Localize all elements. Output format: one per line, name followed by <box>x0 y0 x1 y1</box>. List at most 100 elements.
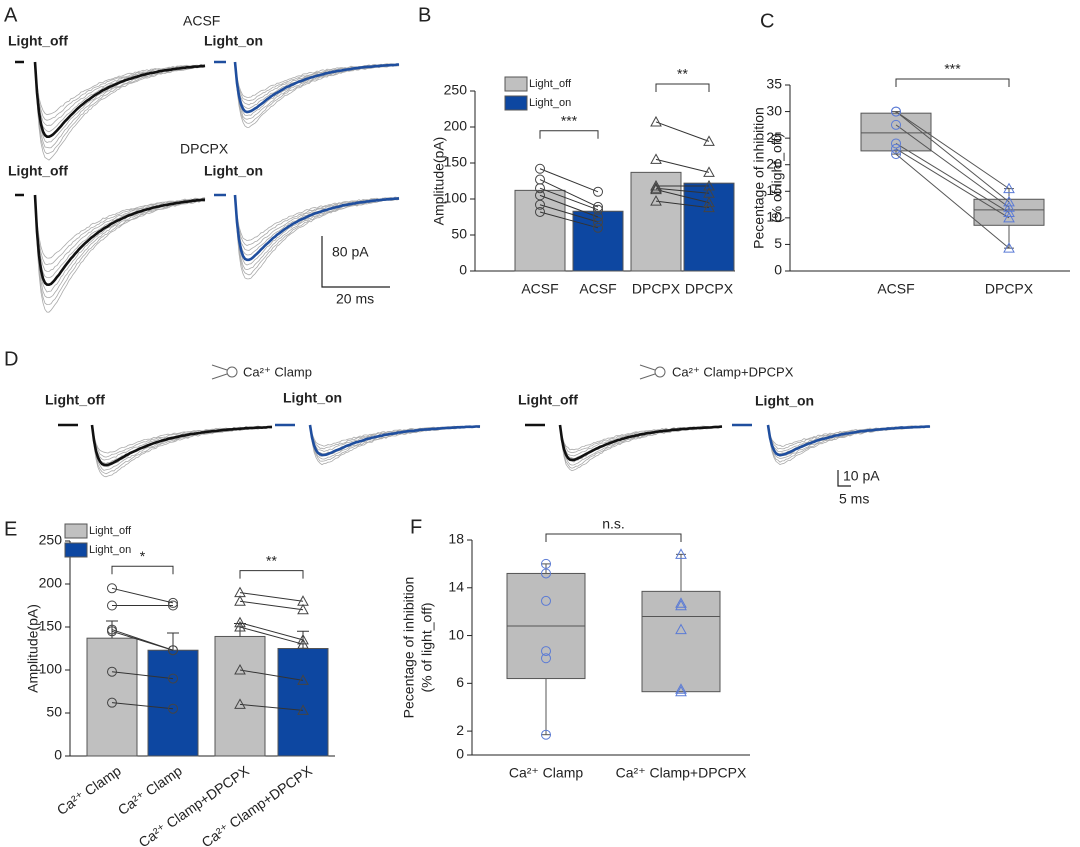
y-tick-label: 150 <box>444 154 468 170</box>
trace-label: Light_off <box>8 33 68 49</box>
y-tick-label: 18 <box>448 531 464 547</box>
panel-label: B <box>418 4 431 26</box>
scale-label: 80 pA <box>332 244 369 260</box>
data-point <box>651 154 661 163</box>
y-tick-label: 150 <box>39 618 63 634</box>
y-tick-label: 35 <box>766 76 782 92</box>
x-tick-label: DPCPX <box>632 281 681 297</box>
trace-sweep <box>35 195 205 265</box>
y-tick-label: 0 <box>459 262 467 278</box>
pair-line <box>656 122 709 141</box>
significance-label: ** <box>266 552 277 568</box>
y-tick-label: 14 <box>448 578 464 594</box>
panel-label: A <box>4 4 18 26</box>
x-tick-label: DPCPX <box>985 281 1034 297</box>
legend-swatch <box>65 524 87 538</box>
x-tick-label: Ca²⁺ Clamp <box>54 762 124 818</box>
bar <box>148 650 198 756</box>
significance-label: ** <box>677 66 688 82</box>
panel-label: C <box>760 10 774 32</box>
y-tick-label: 100 <box>444 190 468 206</box>
y-tick-label: 0 <box>456 746 464 762</box>
trace-sweep <box>235 62 399 109</box>
trace-label: Light_on <box>755 393 814 409</box>
significance-bracket <box>540 131 598 139</box>
panel-label: E <box>4 518 17 540</box>
y-axis-label: (% of light_off) <box>419 602 435 692</box>
y-axis-label: Amplitude(pA) <box>25 604 41 693</box>
significance-bracket <box>896 79 1009 87</box>
significance-label: * <box>140 548 146 564</box>
y-tick-label: 50 <box>46 704 62 720</box>
pair-line <box>656 159 709 172</box>
trace-sweep <box>35 195 205 298</box>
significance-label: *** <box>561 112 578 128</box>
y-tick-label: 200 <box>39 575 63 591</box>
legend-swatch <box>65 543 87 557</box>
condition-label: ACSF <box>183 13 220 29</box>
trace-average <box>35 195 205 285</box>
significance-bracket <box>656 84 709 92</box>
trace-sweep <box>235 195 399 270</box>
trace-sweep <box>92 425 272 477</box>
y-axis-label: Pecentage of inhibition <box>751 107 767 249</box>
trace-sweep <box>92 425 272 470</box>
bar <box>573 211 623 271</box>
box <box>861 113 931 151</box>
scale-label: 5 ms <box>839 491 869 507</box>
trace-sweep <box>235 195 399 265</box>
trace-label: Light_on <box>204 163 263 179</box>
x-tick-label: ACSF <box>877 281 914 297</box>
pair-line <box>896 149 1009 218</box>
trace-sweep <box>92 425 272 460</box>
trace-label: Light_on <box>204 33 263 49</box>
trace-sweep <box>235 195 399 250</box>
trace-average <box>235 195 399 260</box>
x-tick-label: Ca²⁺ Clamp <box>509 765 584 781</box>
significance-label: *** <box>944 61 961 77</box>
bar <box>87 638 137 756</box>
y-tick-label: 0 <box>54 747 62 763</box>
trace-sweep <box>35 195 205 278</box>
legend-swatch <box>505 77 527 91</box>
y-tick-label: 100 <box>39 661 63 677</box>
trace-sweep <box>235 62 399 119</box>
y-axis-label: (% of light_off) <box>769 133 785 223</box>
scale-label: 20 ms <box>336 291 374 307</box>
scale-label: 10 pA <box>843 468 880 484</box>
x-tick-label: ACSF <box>579 281 616 297</box>
significance-bracket <box>240 571 303 579</box>
y-axis-label: Pecentage of inhibition <box>401 577 417 719</box>
pair-line <box>896 112 1009 202</box>
pair-line <box>540 169 598 192</box>
y-tick-label: 6 <box>456 674 464 690</box>
trace-average <box>310 425 480 455</box>
trace-sweep <box>235 195 399 255</box>
trace-label: Light_off <box>518 392 578 408</box>
y-tick-label: 30 <box>766 102 782 118</box>
x-tick-label: DPCPX <box>685 281 734 297</box>
x-tick-label: Ca²⁺ Clamp+DPCPX <box>199 762 316 847</box>
y-tick-label: 250 <box>39 532 63 548</box>
trace-sweep <box>560 425 722 471</box>
significance-bracket <box>112 566 173 574</box>
trace-sweep <box>235 195 399 279</box>
y-tick-label: 2 <box>456 722 464 738</box>
bar <box>684 183 734 271</box>
bar <box>215 636 265 756</box>
trace-sweep <box>235 62 399 116</box>
trace-sweep <box>92 425 272 464</box>
legend-label: Light_off <box>89 525 132 537</box>
data-point <box>235 596 245 605</box>
legend-label: Light_on <box>89 544 131 556</box>
trace-sweep <box>235 195 399 275</box>
y-tick-label: 0 <box>774 262 782 278</box>
trace-label: Light_off <box>45 392 105 408</box>
trace-sweep <box>35 62 205 126</box>
trace-average <box>35 62 205 137</box>
trace-average <box>235 62 399 112</box>
condition-label: DPCPX <box>180 141 229 157</box>
trace-sweep <box>35 62 205 143</box>
condition-label: Ca²⁺ Clamp+DPCPX <box>672 364 794 379</box>
data-point <box>651 117 661 126</box>
